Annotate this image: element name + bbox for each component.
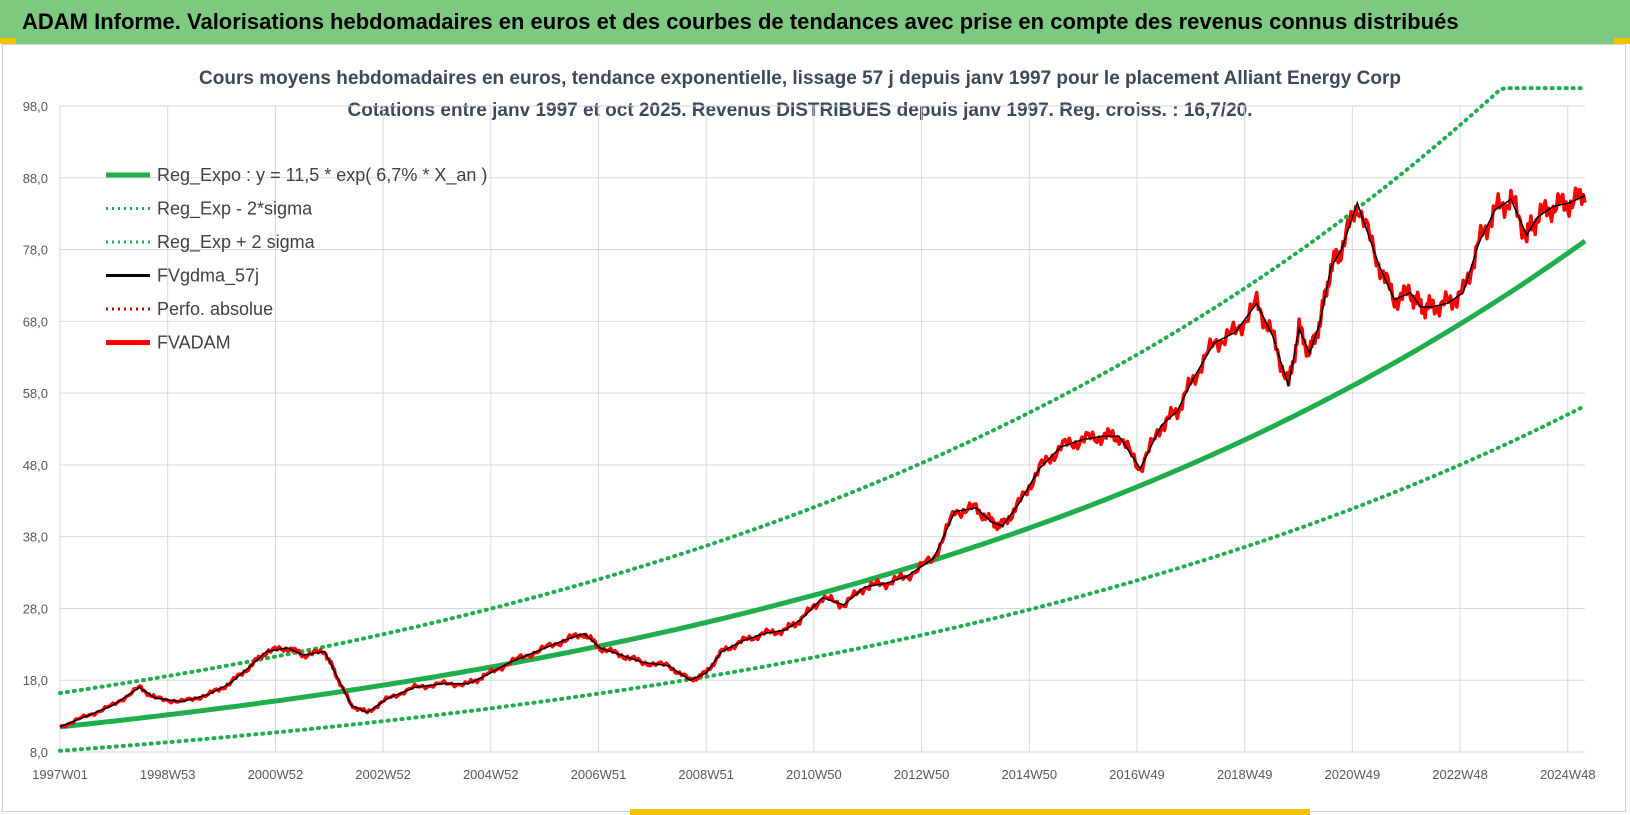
y-tick-label: 48,0 (23, 458, 48, 473)
x-tick-label: 2024W48 (1540, 767, 1596, 782)
y-tick-label: 28,0 (23, 601, 48, 616)
legend-label: FVADAM (157, 333, 231, 353)
legend-label: Reg_Exp + 2 sigma (157, 232, 316, 253)
y-tick-label: 38,0 (23, 530, 48, 545)
corner-accent-right (1614, 38, 1630, 44)
x-tick-label: 2002W52 (355, 767, 411, 782)
series-fvgdma-57j (59, 195, 1586, 728)
x-tick-label: 2020W49 (1325, 767, 1381, 782)
x-tick-label: 2010W50 (786, 767, 842, 782)
banner-title: ADAM Informe. Valorisations hebdomadaire… (22, 9, 1459, 34)
report-banner: ADAM Informe. Valorisations hebdomadaire… (0, 0, 1630, 44)
legend-label: Reg_Expo : y = 11,5 * exp( 6,7% * X_an ) (157, 165, 487, 186)
chart-subtitle: Cotations entre janv 1997 et oct 2025. R… (347, 100, 1253, 121)
legend-label: Reg_Exp - 2*sigma (157, 199, 313, 220)
x-tick-label: 2008W51 (678, 767, 734, 782)
y-tick-label: 58,0 (23, 386, 48, 401)
x-tick-label: 2018W49 (1217, 767, 1273, 782)
y-tick-label: 78,0 (23, 243, 48, 258)
chart-title: Cours moyens hebdomadaires en euros, ten… (199, 68, 1401, 89)
y-tick-label: 88,0 (23, 171, 48, 186)
series-reg-expo (59, 238, 1587, 730)
series-reg-minus-2sigma (58, 403, 1587, 753)
x-tick-label: 2004W52 (463, 767, 519, 782)
corner-accent-left (0, 38, 16, 44)
series-fvadam (59, 186, 1587, 729)
x-tick-label: 2014W50 (1001, 767, 1057, 782)
x-tick-label: 2016W49 (1109, 767, 1165, 782)
y-tick-label: 18,0 (23, 673, 48, 688)
legend-label: FVgdma_57j (157, 266, 259, 287)
x-tick-label: 1997W01 (32, 767, 88, 782)
x-tick-label: 2000W52 (248, 767, 304, 782)
y-tick-label: 68,0 (23, 314, 48, 329)
y-tick-label: 98,0 (23, 99, 48, 114)
x-tick-label: 2006W51 (571, 767, 627, 782)
legend-label: Perfo. absolue (157, 299, 273, 319)
x-tick-label: 1998W53 (140, 767, 196, 782)
y-tick-label: 8,0 (30, 745, 48, 760)
bottom-accent (630, 809, 1310, 815)
x-tick-label: 2022W48 (1432, 767, 1488, 782)
x-tick-label: 2012W50 (894, 767, 950, 782)
